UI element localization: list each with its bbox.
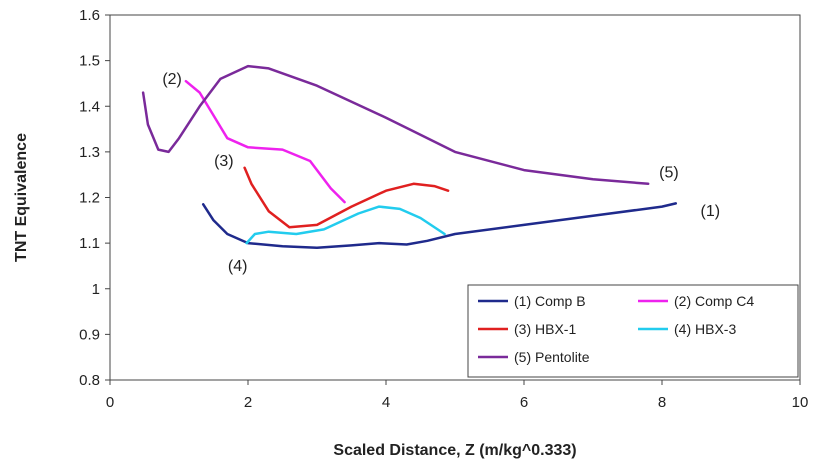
y-tick-label: 1	[92, 281, 100, 298]
x-tick-label: 10	[792, 394, 809, 411]
series-line-1	[201, 202, 678, 249]
y-tick-label: 1.1	[79, 235, 100, 252]
legend: (1) Comp B (2) Comp C4 (3) HBX-1 (4) HBX-3 (…	[467, 284, 799, 378]
x-tick-label: 2	[244, 394, 252, 411]
annotation-layer: (1) (2) (3) (4) (5)	[162, 71, 720, 275]
series-annotation: (5)	[659, 164, 679, 181]
series-annotation: (1)	[701, 203, 721, 220]
series-annotation: (2)	[162, 71, 182, 88]
x-axis-title: Scaled Distance, Z (m/kg^0.333)	[333, 442, 576, 459]
series-line-4	[245, 205, 446, 245]
legend-label: (3) HBX-1	[514, 321, 576, 337]
series-line-5	[141, 64, 650, 186]
y-tick-label: 1.4	[79, 98, 100, 115]
x-tick-label: 6	[520, 394, 528, 411]
y-tick-label: 0.9	[79, 326, 100, 343]
series-line-2	[184, 79, 346, 204]
y-tick-label: 0.8	[79, 372, 100, 389]
y-tick-label: 1.2	[79, 190, 100, 207]
legend-label: (5) Pentolite	[514, 349, 590, 365]
x-tick-label: 8	[658, 394, 666, 411]
y-axis-title: TNT Equivalence	[13, 133, 30, 262]
y-axis: 0.8 0.9 1 1.1 1.2 1.3 1.4 1.5 1.6	[79, 7, 110, 389]
y-tick-label: 1.6	[79, 7, 100, 24]
series-line-3	[243, 166, 450, 229]
legend-box	[467, 284, 799, 378]
legend-label: (2) Comp C4	[674, 293, 754, 309]
legend-label: (4) HBX-3	[674, 321, 736, 337]
series-annotation: (3)	[214, 153, 234, 170]
x-axis: 0 2 4 6 8 10	[106, 380, 809, 411]
series-layer	[141, 64, 678, 249]
series-annotation: (4)	[228, 258, 248, 275]
y-tick-label: 1.3	[79, 144, 100, 161]
x-tick-label: 4	[382, 394, 390, 411]
y-tick-label: 1.5	[79, 53, 100, 70]
legend-label: (1) Comp B	[514, 293, 586, 309]
x-tick-label: 0	[106, 394, 114, 411]
